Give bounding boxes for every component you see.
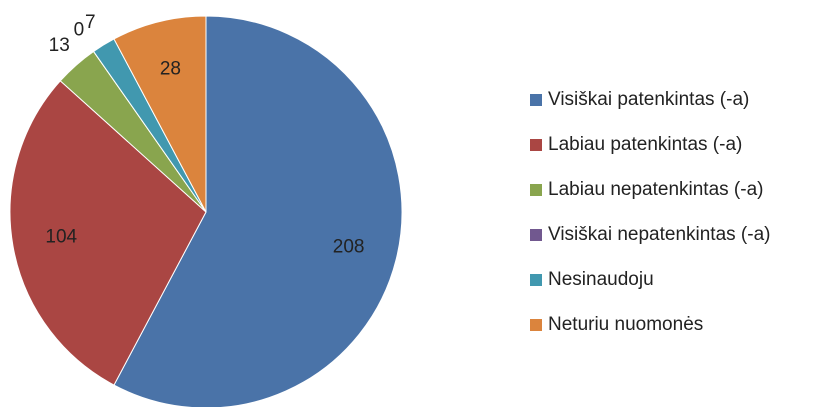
pie-slice <box>113 15 207 213</box>
pie-slice <box>113 15 403 407</box>
legend-label: Nesinaudoju <box>548 269 654 290</box>
legend-label: Labiau patenkintas (-a) <box>548 134 742 155</box>
legend-label: Visiškai patenkintas (-a) <box>548 89 749 110</box>
data-label: 28 <box>160 58 181 79</box>
legend-swatch <box>530 274 542 286</box>
legend-swatch <box>530 94 542 106</box>
legend-swatch <box>530 139 542 151</box>
pie-slice <box>9 80 207 386</box>
legend-label: Visiškai nepatenkintas (-a) <box>548 224 770 245</box>
data-label: 0 <box>74 20 85 41</box>
legend-label: Neturiu nuomonės <box>548 314 703 335</box>
data-label: 208 <box>333 237 365 258</box>
data-label: 13 <box>49 35 70 56</box>
legend-swatch <box>530 319 542 331</box>
legend-swatch <box>530 184 542 196</box>
legend-label: Labiau nepatenkintas (-a) <box>548 179 763 200</box>
data-label: 7 <box>85 12 96 33</box>
legend-swatch <box>530 229 542 241</box>
data-label: 104 <box>45 227 77 248</box>
